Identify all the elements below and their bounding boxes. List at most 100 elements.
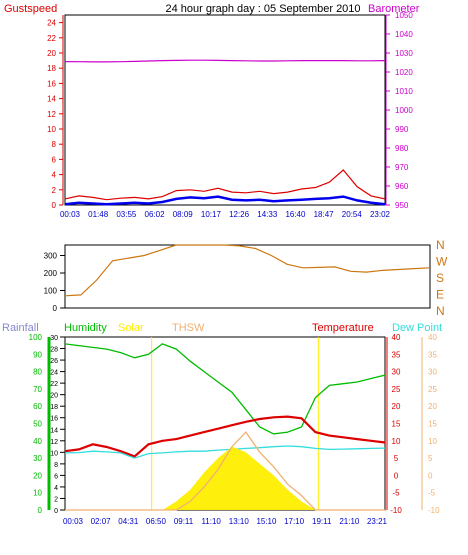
inner-tick-label: 8 [54,462,58,469]
inner-tick-label: 22 [50,381,58,388]
thsw-tick-label: 30 [428,368,437,377]
gust-tick-label: 4 [52,171,57,180]
thsw-tick-label: 0 [428,471,433,480]
time-tick-label: 02:07 [91,517,112,526]
time-tick-label: 16:40 [285,210,306,219]
temperature-tick-label: 30 [392,368,401,377]
time-tick-label: 06:02 [145,210,166,219]
gustspeed-axis-label: Gustspeed [4,3,57,15]
thsw-tick-label: 5 [428,454,433,463]
inner-tick-label: 26 [50,358,58,365]
time-tick-label: 15:10 [256,517,277,526]
legend-thsw: THSW [172,322,205,334]
humidity-tick-label: 20 [33,471,42,480]
legend-rainfall: Rainfall [2,322,39,334]
gust-tick-label: 12 [47,110,56,119]
chart-title: 24 hour graph day : 05 September 2010 [165,3,360,15]
compass-label: S [436,271,444,285]
legend-solar: Solar [118,322,144,334]
compass-label: W [436,255,448,269]
time-tick-label: 21:10 [339,517,360,526]
wind-panel: 24 hour graph day : 05 September 2010 Gu… [4,3,420,219]
thsw-tick-label: 40 [428,333,437,342]
temperature-tick-label: 20 [392,402,401,411]
dewpoint-line [64,445,386,459]
barometer-line [64,59,386,63]
thsw-tick-label: 25 [428,385,437,394]
humidity-tick-label: 90 [33,350,42,359]
inner-tick-label: 12 [50,439,58,446]
baro-tick-label: 1020 [395,68,413,77]
time-tick-label: 00:03 [63,517,84,526]
gust-tick-label: 10 [47,125,56,134]
direction-tick-label: 300 [44,252,58,261]
baro-tick-label: 970 [395,163,409,172]
direction-tick-label: 100 [44,287,58,296]
time-tick-label: 23:21 [367,517,388,526]
time-tick-label: 06:50 [146,517,167,526]
temperature-tick-label: 0 [394,471,399,480]
thsw-tick-label: 10 [428,437,437,446]
time-tick-label: 17:10 [284,517,305,526]
gust-tick-label: 14 [47,95,56,104]
time-tick-label: 10:17 [201,210,222,219]
temperature-tick-label: 35 [392,350,401,359]
humidity-tick-label: 60 [33,402,42,411]
baro-tick-label: 1040 [395,30,413,39]
temperature-tick-label: 15 [392,420,401,429]
humidity-line [64,343,386,435]
inner-tick-label: 0 [54,508,58,515]
baro-tick-label: 1010 [395,87,413,96]
direction-line [64,244,431,297]
inner-tick-label: 28 [50,347,58,354]
compass-label: N [436,238,445,252]
time-tick-label: 09:11 [174,517,194,526]
barometer-axis-label: Barometer [368,3,420,15]
time-tick-label: 00:03 [60,210,81,219]
solar-area [65,446,385,510]
thsw-tick-label: 35 [428,350,437,359]
thsw-tick-label: -10 [428,506,440,515]
time-tick-label: 13:10 [229,517,250,526]
humidity-tick-label: 10 [33,489,42,498]
wind-line [64,195,386,206]
humidity-tick-label: 80 [33,368,42,377]
legend-temperature: Temperature [312,322,374,334]
time-tick-label: 04:31 [118,517,139,526]
gust-tick-label: 16 [47,79,56,88]
temperature-tick-label: 25 [392,385,401,394]
gust-tick-label: 0 [52,201,57,210]
legend-dewpoint: Dew Point [392,322,442,334]
time-tick-label: 20:54 [342,210,363,219]
humidity-tick-label: 100 [29,333,43,342]
temperature-panel: Rainfall Humidity Solar THSW Temperature… [2,322,442,526]
compass-label: N [436,304,445,318]
legend-humidity: Humidity [64,322,107,334]
inner-tick-label: 20 [50,393,58,400]
baro-tick-label: 1050 [395,11,413,20]
inner-tick-label: 6 [54,473,58,480]
gust-tick-label: 20 [47,49,56,58]
time-tick-label: 23:02 [370,210,391,219]
baro-tick-label: 980 [395,144,409,153]
time-tick-label: 19:11 [312,517,332,526]
gust-tick-label: 24 [47,19,56,28]
gust-tick-label: 8 [52,140,57,149]
time-tick-label: 01:48 [88,210,109,219]
baro-tick-label: 1030 [395,49,413,58]
baro-tick-label: 960 [395,182,409,191]
direction-tick-label: 0 [53,304,58,313]
thsw-tick-label: 15 [428,420,437,429]
gust-tick-label: 2 [52,186,57,195]
humidity-tick-label: 40 [33,437,42,446]
baro-tick-label: 1000 [395,106,413,115]
humidity-tick-label: 0 [38,506,43,515]
direction-plot-area [64,244,431,309]
humidity-tick-label: 30 [33,454,42,463]
inner-tick-label: 30 [50,335,58,342]
gust-tick-label: 6 [52,155,57,164]
inner-tick-label: 24 [50,370,58,377]
time-tick-label: 12:26 [229,210,250,219]
inner-tick-label: 14 [50,427,58,434]
time-tick-label: 14:33 [257,210,278,219]
